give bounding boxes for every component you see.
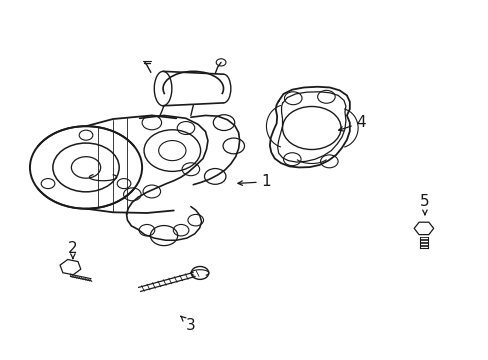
Text: 1: 1 bbox=[238, 174, 271, 189]
Text: 3: 3 bbox=[181, 316, 195, 333]
Text: 4: 4 bbox=[338, 115, 366, 131]
Text: 2: 2 bbox=[68, 240, 78, 259]
Text: 5: 5 bbox=[419, 194, 429, 215]
